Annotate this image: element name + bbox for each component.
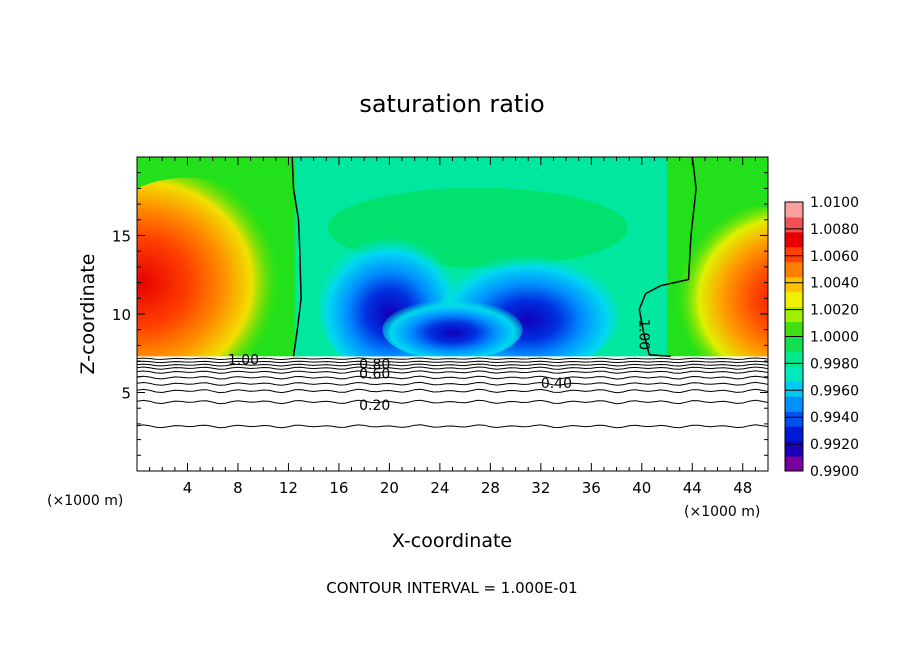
colorbar-swatch (785, 246, 803, 263)
contour-labels: 1.00 1.00 0.800.60 0.40 0.20 (228, 319, 651, 414)
contour-line-1 (137, 360, 768, 364)
contour-label: 1.00 (635, 319, 651, 350)
x-unit-label-left: (×1000 m) (47, 493, 123, 509)
x-tick-label: 28 (481, 479, 500, 497)
colorbar: 1.0100 1.0080 1.0060 1.0040 1.0020 1.0000 0.99… (784, 195, 859, 480)
y-axis-ticks: 5 10 15 (112, 172, 768, 456)
x-tick-label: 16 (329, 479, 348, 497)
colorbar-label: 0.9960 (810, 383, 859, 399)
colorbar-swatch (785, 351, 803, 367)
x-tick-label: 36 (582, 479, 601, 497)
colorbar-label: 1.0000 (810, 330, 859, 346)
contour-label: 0.40 (541, 376, 572, 392)
contour-line-8 (137, 399, 768, 405)
saturation-field (137, 157, 768, 471)
colorbar-label: 1.0100 (810, 195, 859, 211)
colorbar-swatch (785, 396, 803, 412)
colorbar-swatch (785, 216, 803, 233)
contour-line-7 (137, 388, 768, 394)
x-tick-label: 24 (430, 479, 449, 497)
colorbar-swatch (785, 306, 803, 323)
contour-label: 0.20 (359, 398, 390, 414)
x-tick-label: 44 (683, 479, 702, 497)
colorbar-swatch (785, 336, 803, 352)
colorbar-label: 1.0020 (810, 303, 859, 319)
colorbar-swatch (785, 202, 803, 218)
y-axis-label: Z-coordinate (77, 254, 99, 375)
colorbar-label: 0.9940 (810, 410, 859, 426)
field-supersaturated-left (137, 177, 303, 388)
x-axis-ticks: 4 8 12 16 20 24 28 32 36 40 44 48 (149, 157, 756, 497)
contour-line-3 (137, 366, 768, 370)
field-cold-core-mid (382, 299, 523, 360)
colorbar-swatch (785, 456, 803, 472)
contour-line-2 (137, 363, 768, 367)
contour-label: 0.80 (359, 357, 390, 373)
contour-lines (137, 157, 768, 429)
contour-interval-footer: CONTOUR INTERVAL = 1.000E-01 (326, 579, 577, 597)
x-tick-label: 20 (380, 479, 399, 497)
colorbar-label: 1.0060 (810, 249, 859, 265)
colorbar-label: 0.9920 (810, 437, 859, 453)
contour-line-6 (137, 381, 768, 386)
x-tick-label: 32 (531, 479, 550, 497)
field-below-surface (137, 356, 768, 471)
colorbar-swatch (785, 426, 803, 442)
colorbar-label: 0.9980 (810, 356, 859, 372)
contour-line-0 (137, 357, 768, 361)
contour-line-4 (137, 370, 768, 374)
plot-area: 1.001.000.800.600.400.20 4 8 12 16 20 24 28 32 3… (112, 156, 769, 497)
x-tick-label: 48 (733, 479, 752, 497)
colorbar-label: 1.0040 (810, 276, 859, 292)
y-tick-label: 5 (121, 385, 131, 403)
contour-label: 0.60 (359, 367, 390, 383)
contour-unity-right (638, 157, 697, 358)
colorbar-swatch (785, 441, 803, 457)
x-tick-label: 12 (279, 479, 298, 497)
colorbar-swatch (785, 291, 803, 308)
y-tick-label: 15 (112, 228, 131, 246)
x-tick-label: 40 (632, 479, 651, 497)
colorbar-swatch (785, 366, 803, 382)
colorbar-label: 0.9900 (810, 464, 859, 480)
y-tick-label: 10 (112, 306, 131, 324)
x-unit-label-right: (×1000 m) (684, 504, 760, 520)
colorbar-swatch (785, 276, 803, 293)
contour-line-9 (137, 424, 768, 429)
colorbar-swatch (785, 411, 803, 427)
x-tick-label: 4 (183, 479, 193, 497)
contour-unity-left (291, 157, 302, 357)
colorbar-swatch (785, 381, 803, 397)
contour-line-5 (137, 375, 768, 380)
colorbar-swatch (785, 261, 803, 278)
contour-label: 1.00 (228, 353, 259, 369)
colorbar-label: 1.0080 (810, 222, 859, 238)
field-supersaturated-right (647, 205, 768, 376)
colorbar-swatch (785, 321, 803, 337)
x-tick-label: 8 (233, 479, 243, 497)
colorbar-swatch (785, 231, 803, 248)
x-axis-label: X-coordinate (392, 530, 512, 552)
chart-title: saturation ratio (359, 90, 544, 118)
